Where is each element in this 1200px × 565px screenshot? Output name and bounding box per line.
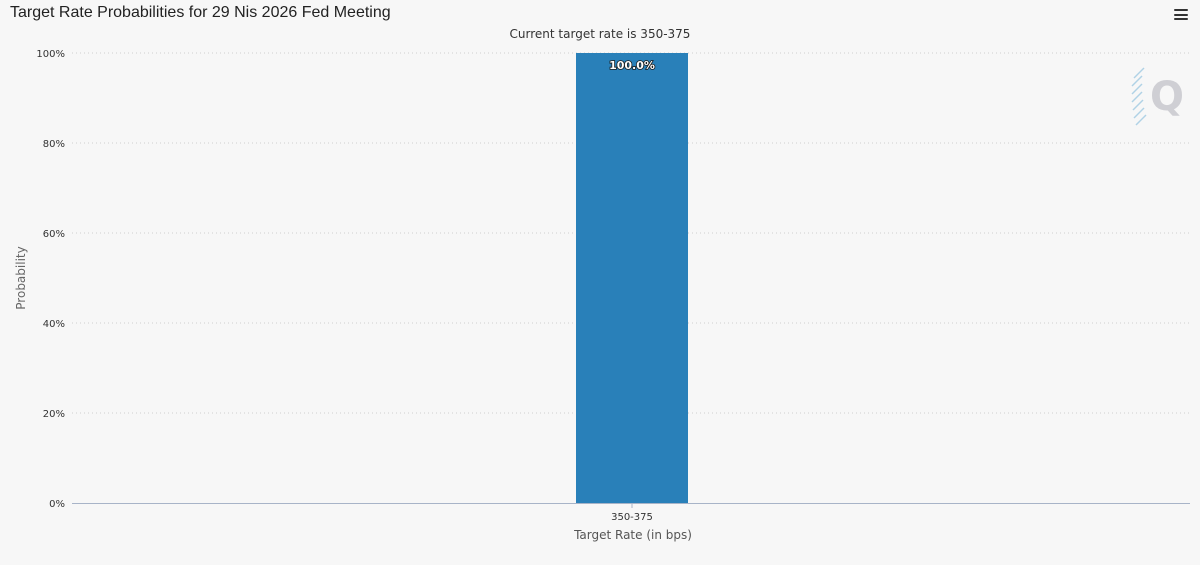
y-tick-label: 60% [43,229,65,240]
y-tick-label: 100% [36,49,65,60]
svg-text:Q: Q [1150,74,1184,120]
q-logo-icon: Q [1131,67,1184,126]
x-tick-label: 350-375 [611,512,653,523]
chart-subtitle: Current target rate is 350-375 [509,27,691,41]
y-tick-label: 20% [43,409,65,420]
data-label: 100.0% [609,59,655,72]
x-axis-title: Target Rate (in bps) [574,528,692,542]
y-tick-label: 40% [43,319,65,330]
hamburger-menu-icon[interactable] [1174,9,1188,20]
y-tick-label: 0% [49,499,65,510]
bar [576,53,688,503]
y-tick-label: 80% [43,139,65,150]
chart-title: Target Rate Probabilities for 29 Nis 202… [10,4,391,21]
